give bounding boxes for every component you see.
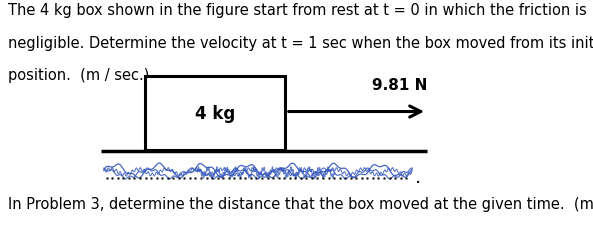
- Text: position.  (m / sec.): position. (m / sec.): [8, 68, 149, 83]
- Text: .: .: [415, 167, 422, 186]
- Bar: [145, 76, 285, 150]
- Text: 4 kg: 4 kg: [195, 104, 235, 122]
- Text: negligible. Determine the velocity at t = 1 sec when the box moved from its init: negligible. Determine the velocity at t …: [8, 36, 593, 51]
- Text: In Problem 3, determine the distance that the box moved at the given time.  (m): In Problem 3, determine the distance tha…: [8, 196, 593, 211]
- Text: 9.81 N: 9.81 N: [372, 77, 427, 92]
- Text: The 4 kg box shown in the figure start from rest at t = 0 in which the friction : The 4 kg box shown in the figure start f…: [8, 3, 586, 18]
